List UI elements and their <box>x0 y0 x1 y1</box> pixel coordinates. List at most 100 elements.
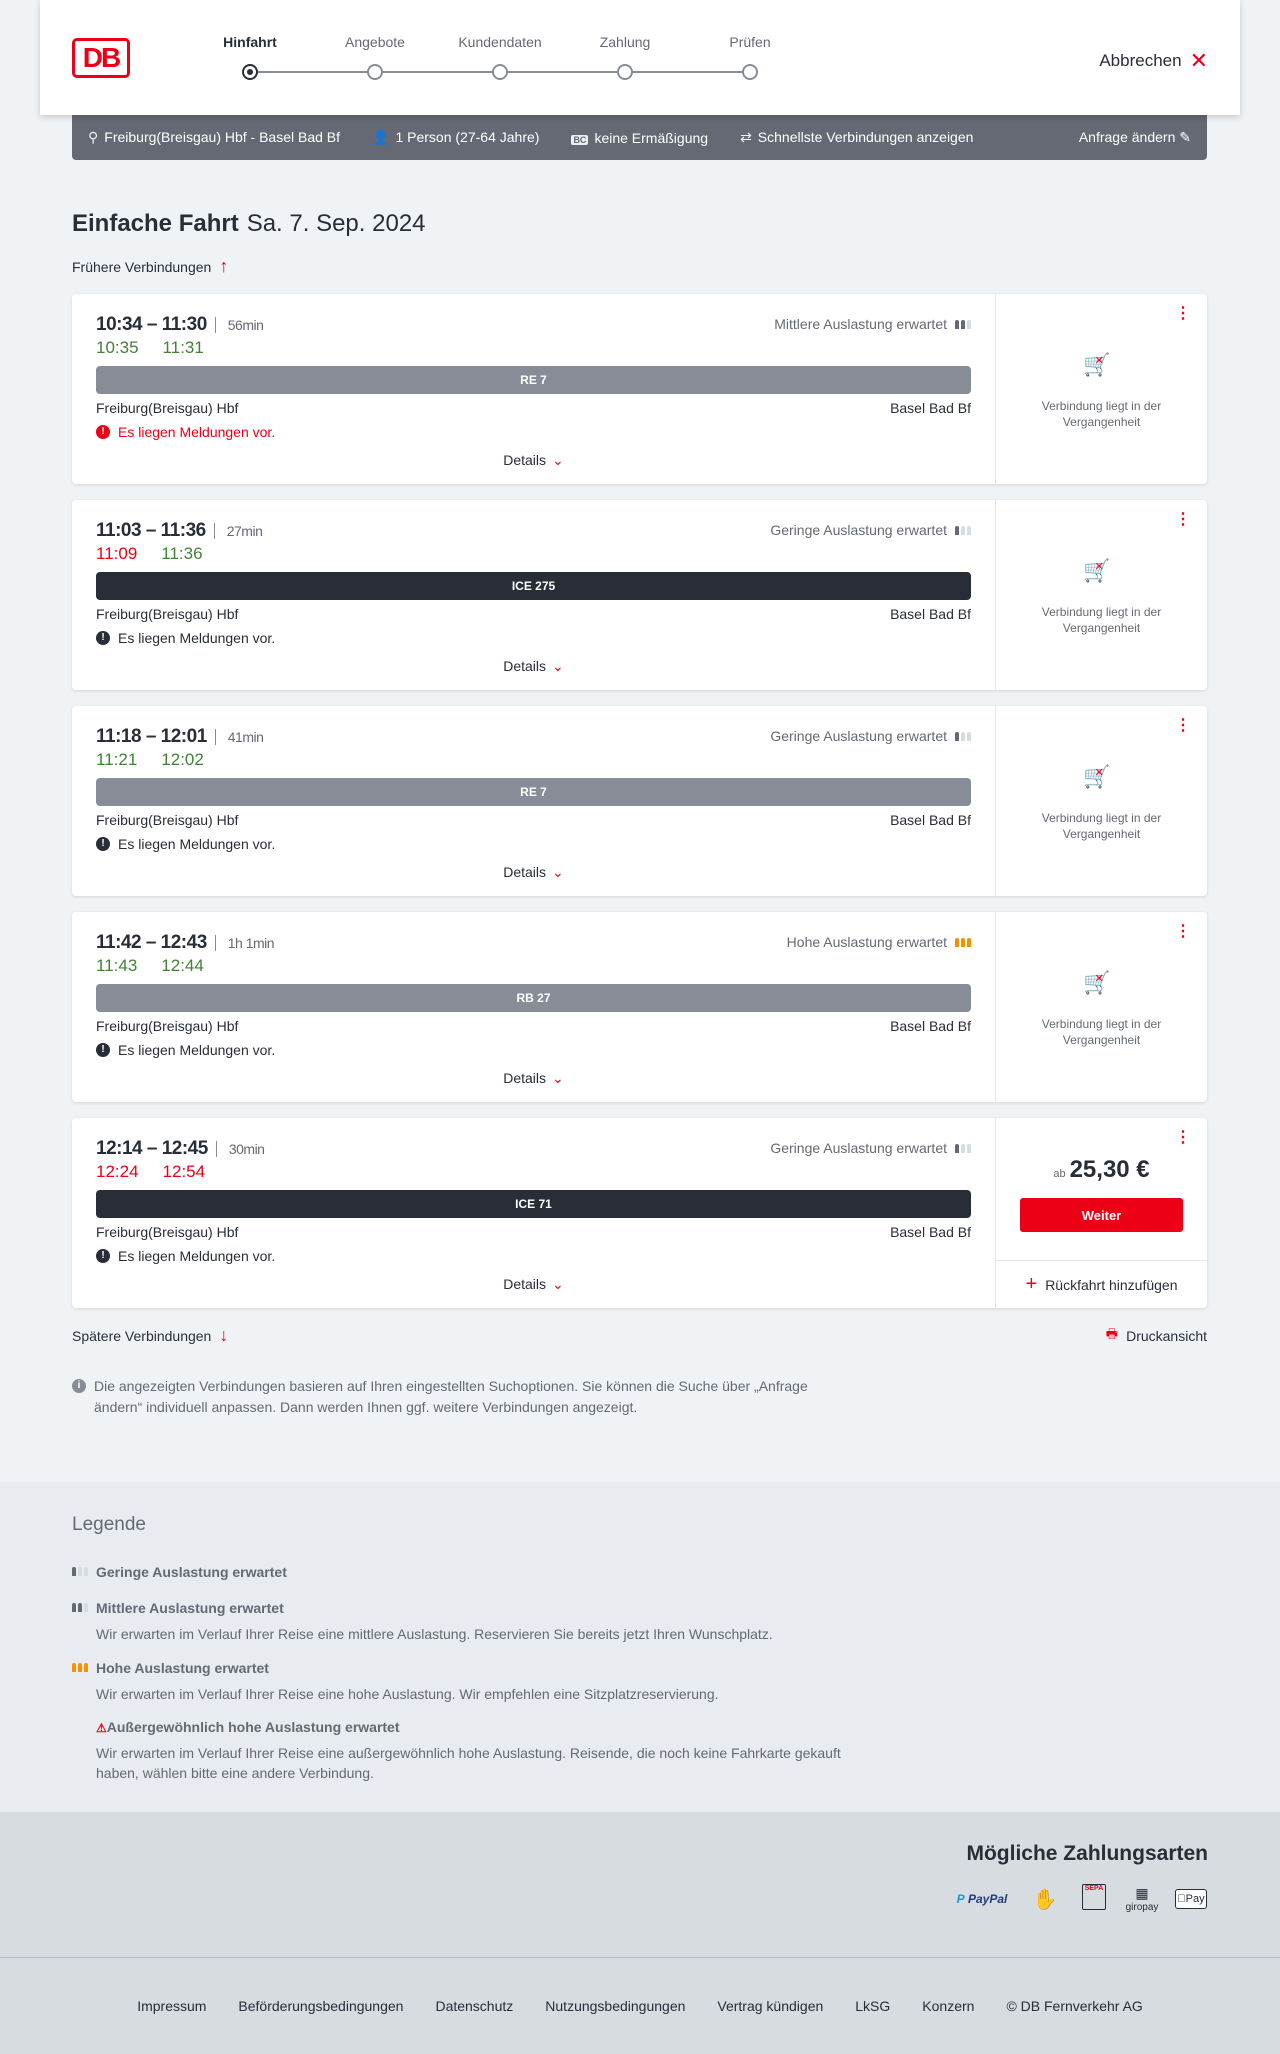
load-bar <box>967 731 971 741</box>
messages-notice[interactable]: ! Es liegen Meldungen vor. <box>96 1248 275 1264</box>
load-bar <box>961 1143 965 1153</box>
messages-notice[interactable]: ! Es liegen Meldungen vor. <box>96 424 275 440</box>
legend-item: Hohe Auslastung erwartet Wir erwarten im … <box>72 1660 852 1704</box>
details-label: Details <box>503 658 547 674</box>
step-label: Zahlung <box>599 34 651 50</box>
past-connection-text: Verbindung liegt in der Vergangenheit <box>1041 1017 1162 1047</box>
cart-unavailable-icon: 🛒✕ <box>1083 558 1111 583</box>
db-logo[interactable]: DB <box>72 38 130 78</box>
connection-times: 11:18 – 12:01 41min <box>96 726 264 748</box>
duration: 41min <box>214 729 264 745</box>
details-label: Details <box>503 864 547 880</box>
change-request-button[interactable]: Anfrage ändern ✎ <box>1079 129 1191 146</box>
legend-item-title: Hohe Auslastung erwartet <box>72 1660 852 1676</box>
close-icon: ✕ <box>1189 48 1208 73</box>
print-view-link[interactable]: 🖶 Druckansicht <box>1106 1325 1207 1347</box>
footer-link[interactable]: Datenschutz <box>435 1998 514 2014</box>
occupancy-indicator: Geringe Auslastung erwartet <box>770 522 971 538</box>
details-toggle[interactable]: Details ⌄ <box>96 1276 971 1293</box>
train-bar[interactable]: RE 7 <box>96 366 971 394</box>
arrival-station: Basel Bad Bf <box>890 606 971 622</box>
messages-text: Es liegen Meldungen vor. <box>118 1248 276 1264</box>
duration: 1h 1min <box>214 935 275 951</box>
connection-card: 11:03 – 11:36 27min 11:09 11:36 Geringe Ausl… <box>72 500 1207 690</box>
train-bar[interactable]: RB 27 <box>96 984 971 1012</box>
giropay-logo: ▦ giropay <box>1125 1885 1159 1913</box>
offer-panel: ⋮ ab 25,30 € Weiter + Rückfahrt hinzufügen <box>995 1118 1207 1308</box>
messages-notice[interactable]: ! Es liegen Meldungen vor. <box>96 836 275 852</box>
print-label: Druckansicht <box>1126 1328 1207 1344</box>
connection-info: 11:42 – 12:43 1h 1min 11:43 12:44 Hohe Ausla… <box>96 912 971 1102</box>
legend-item: Geringe Auslastung erwartet <box>72 1564 852 1580</box>
train-bar[interactable]: RE 7 <box>96 778 971 806</box>
step-marker[interactable] <box>367 64 383 80</box>
printer-icon: 🖶 <box>1105 1326 1119 1341</box>
details-toggle[interactable]: Details ⌄ <box>96 658 971 675</box>
offer-panel: ⋮ 🛒✕ Verbindung liegt in der Vergangenheit <box>995 294 1207 484</box>
continue-button[interactable]: Weiter <box>1020 1198 1183 1232</box>
occupancy-indicator: Mittlere Auslastung erwartet <box>774 316 971 332</box>
connection-card: 12:14 – 12:45 30min 12:24 12:54 Geringe Ausl… <box>72 1118 1207 1308</box>
fastest-info: ⇄ Schnellste Verbindungen anzeigen <box>740 129 973 146</box>
change-request-label: Anfrage ändern <box>1078 129 1176 145</box>
details-toggle[interactable]: Details ⌄ <box>96 1070 971 1087</box>
more-options-icon[interactable]: ⋮ <box>1175 923 1191 940</box>
connection-times: 12:14 – 12:45 30min <box>96 1138 265 1160</box>
connection-card: 11:18 – 12:01 41min 11:21 12:02 Geringe Ausl… <box>72 706 1207 896</box>
person-icon: 👤 <box>372 129 390 145</box>
step-marker[interactable] <box>242 64 258 80</box>
earlier-connections-link[interactable]: Frühere Verbindungen ↑ <box>72 256 228 277</box>
load-high-icon <box>955 937 971 947</box>
footer-link[interactable]: Nutzungsbedingungen <box>545 1998 686 2014</box>
alert-icon: ! <box>96 1043 110 1057</box>
price: ab 25,30 € <box>996 1156 1207 1184</box>
realtime-departure: 11:09 <box>96 544 138 563</box>
traveller-text: 1 Person (27-64 Jahre) <box>395 129 540 145</box>
step-marker[interactable] <box>617 64 633 80</box>
more-options-icon[interactable]: ⋮ <box>1175 717 1191 734</box>
messages-notice[interactable]: ! Es liegen Meldungen vor. <box>96 1042 275 1058</box>
bahncard-icon: BC <box>571 134 589 145</box>
more-options-icon[interactable]: ⋮ <box>1175 305 1191 322</box>
details-toggle[interactable]: Details ⌄ <box>96 452 971 469</box>
load-bar <box>961 525 965 535</box>
duration: 27min <box>213 523 263 539</box>
realtime-arrival: 11:36 <box>161 544 203 563</box>
swap-arrows-icon: ⇄ <box>740 129 752 145</box>
messages-notice[interactable]: ! Es liegen Meldungen vor. <box>96 630 275 646</box>
info-note: i Die angezeigten Verbindungen basieren a… <box>72 1376 852 1418</box>
footer-link[interactable]: Konzern <box>922 1998 975 2014</box>
footer-link[interactable]: Impressum <box>137 1998 207 2014</box>
fastest-text: Schnellste Verbindungen anzeigen <box>757 129 974 145</box>
legend-section: Legende Geringe Auslastung erwartet Mittl… <box>0 1482 1280 1812</box>
train-bar[interactable]: ICE 275 <box>96 572 971 600</box>
load-bar <box>967 937 971 947</box>
route-info: ⚲ Freiburg(Breisgau) Hbf - Basel Bad Bf <box>88 129 340 146</box>
load-bar <box>967 1143 971 1153</box>
more-options-icon[interactable]: ⋮ <box>1175 1129 1191 1146</box>
more-options-icon[interactable]: ⋮ <box>1175 511 1191 528</box>
planned-times: 11:42 – 12:43 <box>96 932 207 953</box>
planned-times: 10:34 – 11:30 <box>96 314 207 335</box>
cancel-button[interactable]: Abbrechen ✕ <box>1099 48 1208 74</box>
details-toggle[interactable]: Details ⌄ <box>96 864 971 881</box>
cancel-label: Abbrechen <box>1099 51 1182 70</box>
later-connections-link[interactable]: Spätere Verbindungen ↓ <box>72 1325 228 1346</box>
train-bar[interactable]: ICE 71 <box>96 1190 971 1218</box>
load-bar <box>78 1663 82 1672</box>
footer-link[interactable]: LkSG <box>855 1998 891 2014</box>
footer-link[interactable]: Vertrag kündigen <box>717 1998 824 2014</box>
step-marker[interactable] <box>742 64 758 80</box>
add-return-button[interactable]: + Rückfahrt hinzufügen <box>996 1260 1207 1308</box>
traveller-info: 👤 1 Person (27-64 Jahre) <box>372 129 539 146</box>
footer-link[interactable]: Beförderungsbedingungen <box>238 1998 404 2014</box>
load-extreme-icon: ⚠ <box>96 1721 107 1735</box>
connection-card: 10:34 – 11:30 56min 10:35 11:31 Mittlere Aus… <box>72 294 1207 484</box>
duration: 30min <box>215 1141 265 1157</box>
load-bar <box>84 1567 88 1576</box>
load-bar <box>84 1603 88 1612</box>
departure-station: Freiburg(Breisgau) Hbf <box>96 1224 239 1240</box>
details-label: Details <box>503 452 547 468</box>
step-marker[interactable] <box>492 64 508 80</box>
connection-info: 11:18 – 12:01 41min 11:21 12:02 Geringe Ausl… <box>96 706 971 896</box>
